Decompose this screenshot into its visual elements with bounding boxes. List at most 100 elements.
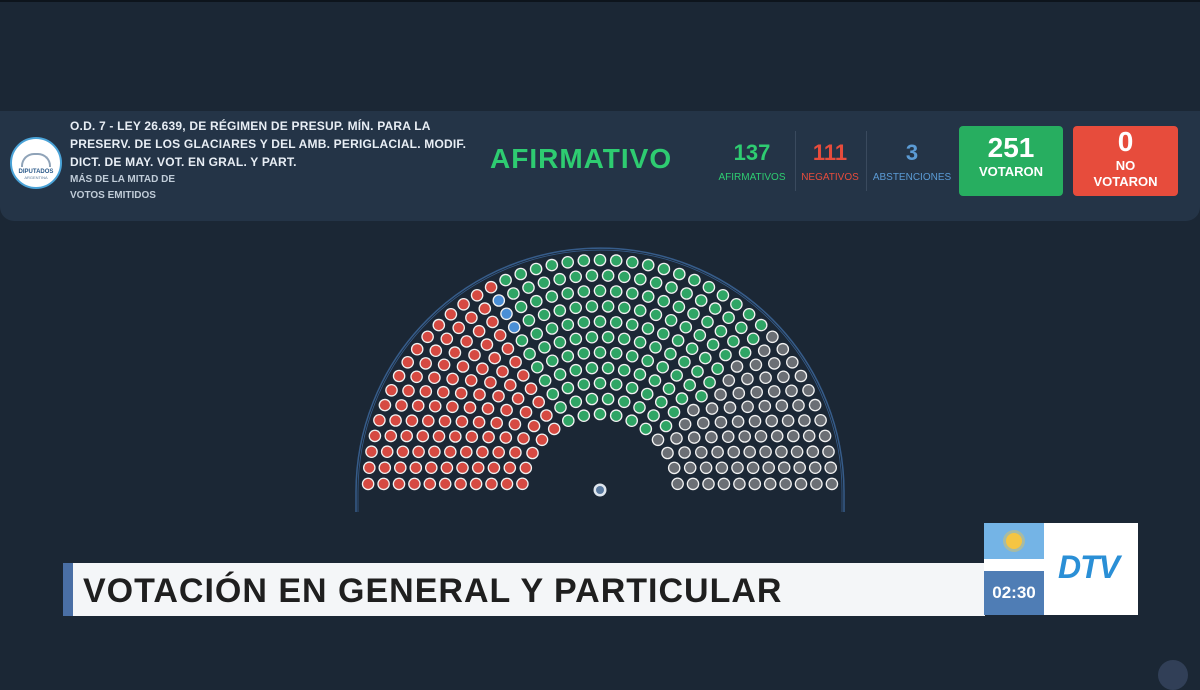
seat xyxy=(658,296,669,307)
channel-logo-text: DTV xyxy=(1058,549,1120,585)
seat xyxy=(364,462,375,473)
seat xyxy=(487,316,498,327)
negativos-count: 111 xyxy=(812,140,848,165)
seat xyxy=(748,333,759,344)
lower-third-banner: VOTACIÓN EN GENERAL Y PARTICULAR xyxy=(63,563,985,616)
seat xyxy=(501,308,512,319)
seat xyxy=(723,431,734,442)
seat xyxy=(640,423,651,434)
seat xyxy=(694,330,705,341)
seat xyxy=(501,405,512,416)
seat xyxy=(634,402,645,413)
seat xyxy=(696,391,707,402)
seat xyxy=(366,446,377,457)
seat xyxy=(688,308,699,319)
seat xyxy=(382,446,393,457)
seat xyxy=(378,478,389,489)
seat xyxy=(570,396,581,407)
seat xyxy=(769,358,780,369)
seat xyxy=(456,416,467,427)
seat xyxy=(666,282,677,293)
seat xyxy=(547,355,558,366)
seat xyxy=(603,332,614,343)
seat xyxy=(635,274,646,285)
seat xyxy=(804,430,815,441)
seat xyxy=(477,363,488,374)
diputados-logo: DIPUTADOS ARGENTINA xyxy=(10,137,62,189)
seat xyxy=(763,462,774,473)
seat xyxy=(750,359,761,370)
seat xyxy=(760,446,771,457)
seat xyxy=(788,431,799,441)
seat xyxy=(402,357,413,368)
seat xyxy=(728,447,739,457)
seat xyxy=(702,316,713,327)
seat xyxy=(509,419,520,430)
seat xyxy=(717,290,728,301)
seat xyxy=(688,405,699,416)
seat xyxy=(493,295,504,306)
seat xyxy=(627,257,638,268)
argentina-flag-clock: 02:30 xyxy=(984,523,1044,615)
seat xyxy=(825,462,836,473)
seat xyxy=(643,323,653,334)
seat xyxy=(485,377,496,388)
seat xyxy=(779,462,790,473)
seat xyxy=(500,432,511,443)
seat xyxy=(549,423,560,434)
seat xyxy=(653,434,663,445)
seat xyxy=(642,389,653,399)
bill-title-line-3: DICT. DE MAY. VOT. EN GRAL. Y PART. xyxy=(70,155,297,169)
afirmativos-label: AFIRMATIVOS xyxy=(718,172,786,183)
seat xyxy=(430,401,441,412)
seat xyxy=(742,373,753,384)
seat xyxy=(369,430,380,441)
seat xyxy=(643,260,654,271)
seat xyxy=(447,401,458,412)
seat xyxy=(466,431,477,442)
seat xyxy=(497,366,508,377)
seat xyxy=(474,389,485,400)
votaron-label: VOTARON xyxy=(978,164,1044,179)
seat xyxy=(379,400,390,411)
seat xyxy=(433,320,444,331)
seat xyxy=(461,336,472,347)
seat xyxy=(502,478,512,489)
seat xyxy=(445,446,456,457)
seat xyxy=(439,359,450,370)
seat xyxy=(715,326,726,337)
seat xyxy=(441,462,452,473)
seat xyxy=(811,478,822,489)
flag-stripe-top xyxy=(984,523,1044,559)
seat xyxy=(603,301,614,312)
seat xyxy=(748,462,759,473)
seat xyxy=(619,365,630,376)
chamber-outline xyxy=(357,249,843,512)
seat xyxy=(547,323,557,334)
president-seat-inner xyxy=(596,486,604,494)
seat xyxy=(742,401,753,412)
seat xyxy=(820,430,831,441)
seat xyxy=(474,417,485,428)
seat xyxy=(586,332,597,343)
seat xyxy=(440,416,450,427)
seat xyxy=(658,264,669,274)
seat xyxy=(423,415,434,426)
seat xyxy=(395,462,406,473)
seat xyxy=(756,320,767,331)
seat xyxy=(766,415,777,426)
seat xyxy=(680,419,691,430)
seat xyxy=(424,478,435,489)
seat xyxy=(760,372,771,383)
no-votaron-count: 0 xyxy=(1117,126,1134,157)
seat xyxy=(516,335,527,346)
seat xyxy=(570,365,581,376)
seat xyxy=(611,410,622,421)
seat xyxy=(500,275,511,286)
votaron-box: 251 VOTARON xyxy=(959,126,1063,196)
seat xyxy=(529,421,539,431)
divider xyxy=(866,131,867,191)
seat xyxy=(807,446,818,457)
seat xyxy=(471,478,482,489)
seat xyxy=(744,309,755,320)
